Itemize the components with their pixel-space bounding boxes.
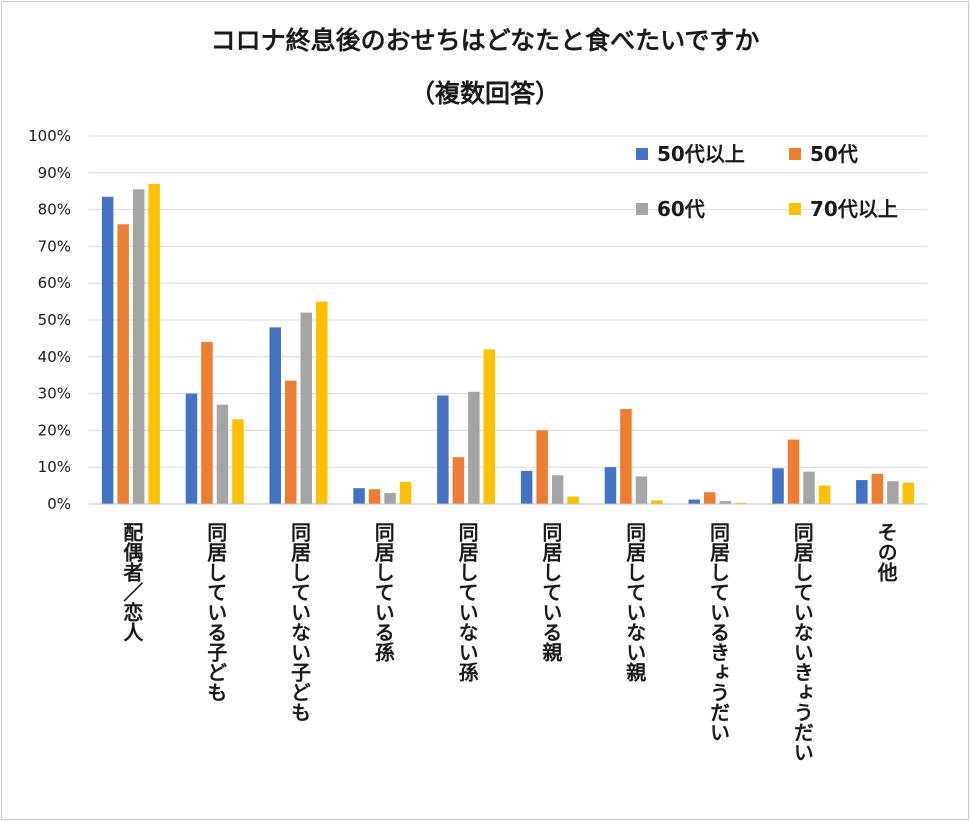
- legend-swatch: [636, 148, 648, 160]
- legend-swatch: [789, 148, 801, 160]
- category-label: その他: [874, 522, 898, 582]
- category-label: 配偶者／恋人: [120, 522, 144, 642]
- bar: [635, 476, 648, 504]
- y-tick-label: 70%: [38, 237, 71, 255]
- y-tick-label: 0%: [47, 495, 71, 513]
- y-axis-ticks: 0% 10% 20% 30% 40% 50% 60% 70% 80% 90% 100%: [28, 127, 71, 513]
- bar: [483, 349, 496, 504]
- bar: [285, 380, 297, 504]
- bar: [604, 467, 617, 504]
- category-label: 同居している孫: [371, 522, 395, 662]
- bar: [468, 391, 480, 504]
- bar: [787, 439, 800, 504]
- bar: [117, 224, 129, 504]
- y-tick-label: 20%: [38, 421, 71, 439]
- bar: [803, 471, 815, 504]
- y-tick-label: 80%: [38, 201, 71, 219]
- bar: [148, 183, 160, 504]
- bar: [452, 457, 465, 504]
- y-tick-label: 100%: [28, 127, 71, 145]
- bar: [353, 488, 365, 504]
- y-tick-label: 30%: [38, 385, 71, 403]
- category-label: 同居していない孫: [455, 522, 479, 682]
- bar: [185, 393, 198, 504]
- y-tick-label: 90%: [38, 164, 71, 182]
- bar: [551, 475, 564, 504]
- legend-label: 70代以上: [810, 197, 898, 221]
- bar: [368, 489, 381, 504]
- legend-label: 50代以上: [657, 142, 745, 166]
- bar: [399, 481, 412, 504]
- bar: [132, 189, 145, 505]
- bar: [437, 395, 449, 504]
- category-label: 同居しているきょうだい: [707, 522, 731, 742]
- gridlines: [89, 135, 927, 468]
- bar: [232, 419, 244, 504]
- legend-swatch: [636, 203, 648, 215]
- legend-swatch: [789, 203, 801, 215]
- bar: [520, 470, 533, 504]
- bar: [818, 485, 831, 504]
- category-label: 同居していない親: [623, 522, 647, 683]
- category-label: 同居していない子ども: [288, 522, 312, 722]
- bar: [856, 480, 868, 504]
- bar: [719, 501, 731, 504]
- bar: [735, 502, 747, 504]
- y-tick-label: 50%: [38, 311, 71, 329]
- category-label: 同居している子ども: [204, 522, 228, 702]
- legend-label: 60代: [657, 197, 705, 221]
- bar: [316, 301, 328, 504]
- bar: [269, 327, 281, 504]
- category-label: 同居している親: [539, 522, 563, 663]
- bar: [300, 312, 312, 504]
- bar: [902, 482, 915, 504]
- bars: [101, 183, 915, 505]
- category-labels: 配偶者／恋人 同居している子ども 同居していない子ども 同居している孫 同居していない孫…: [120, 522, 898, 762]
- bar: [201, 342, 213, 504]
- bar: [887, 481, 899, 504]
- chart-subtitle: （複数回答）: [410, 79, 560, 108]
- chart-title: コロナ終息後のおせちはどなたと食べたいですか: [211, 26, 760, 55]
- bar: [101, 196, 114, 504]
- bar: [567, 496, 579, 504]
- y-tick-label: 60%: [38, 274, 71, 292]
- bar: [772, 468, 784, 504]
- legend: 50代以上 50代 60代 70代以上: [636, 142, 898, 221]
- bar: [216, 404, 229, 504]
- bar: [704, 492, 716, 504]
- bar: [688, 499, 700, 504]
- y-tick-label: 10%: [38, 458, 71, 476]
- bar: [384, 492, 396, 504]
- bar: [651, 500, 663, 504]
- category-label: 同居していないきょうだい: [790, 522, 814, 762]
- legend-label: 50代: [810, 142, 858, 166]
- bar: [536, 430, 548, 504]
- bar: [620, 409, 632, 504]
- bar: [871, 473, 884, 504]
- y-tick-label: 40%: [38, 348, 71, 366]
